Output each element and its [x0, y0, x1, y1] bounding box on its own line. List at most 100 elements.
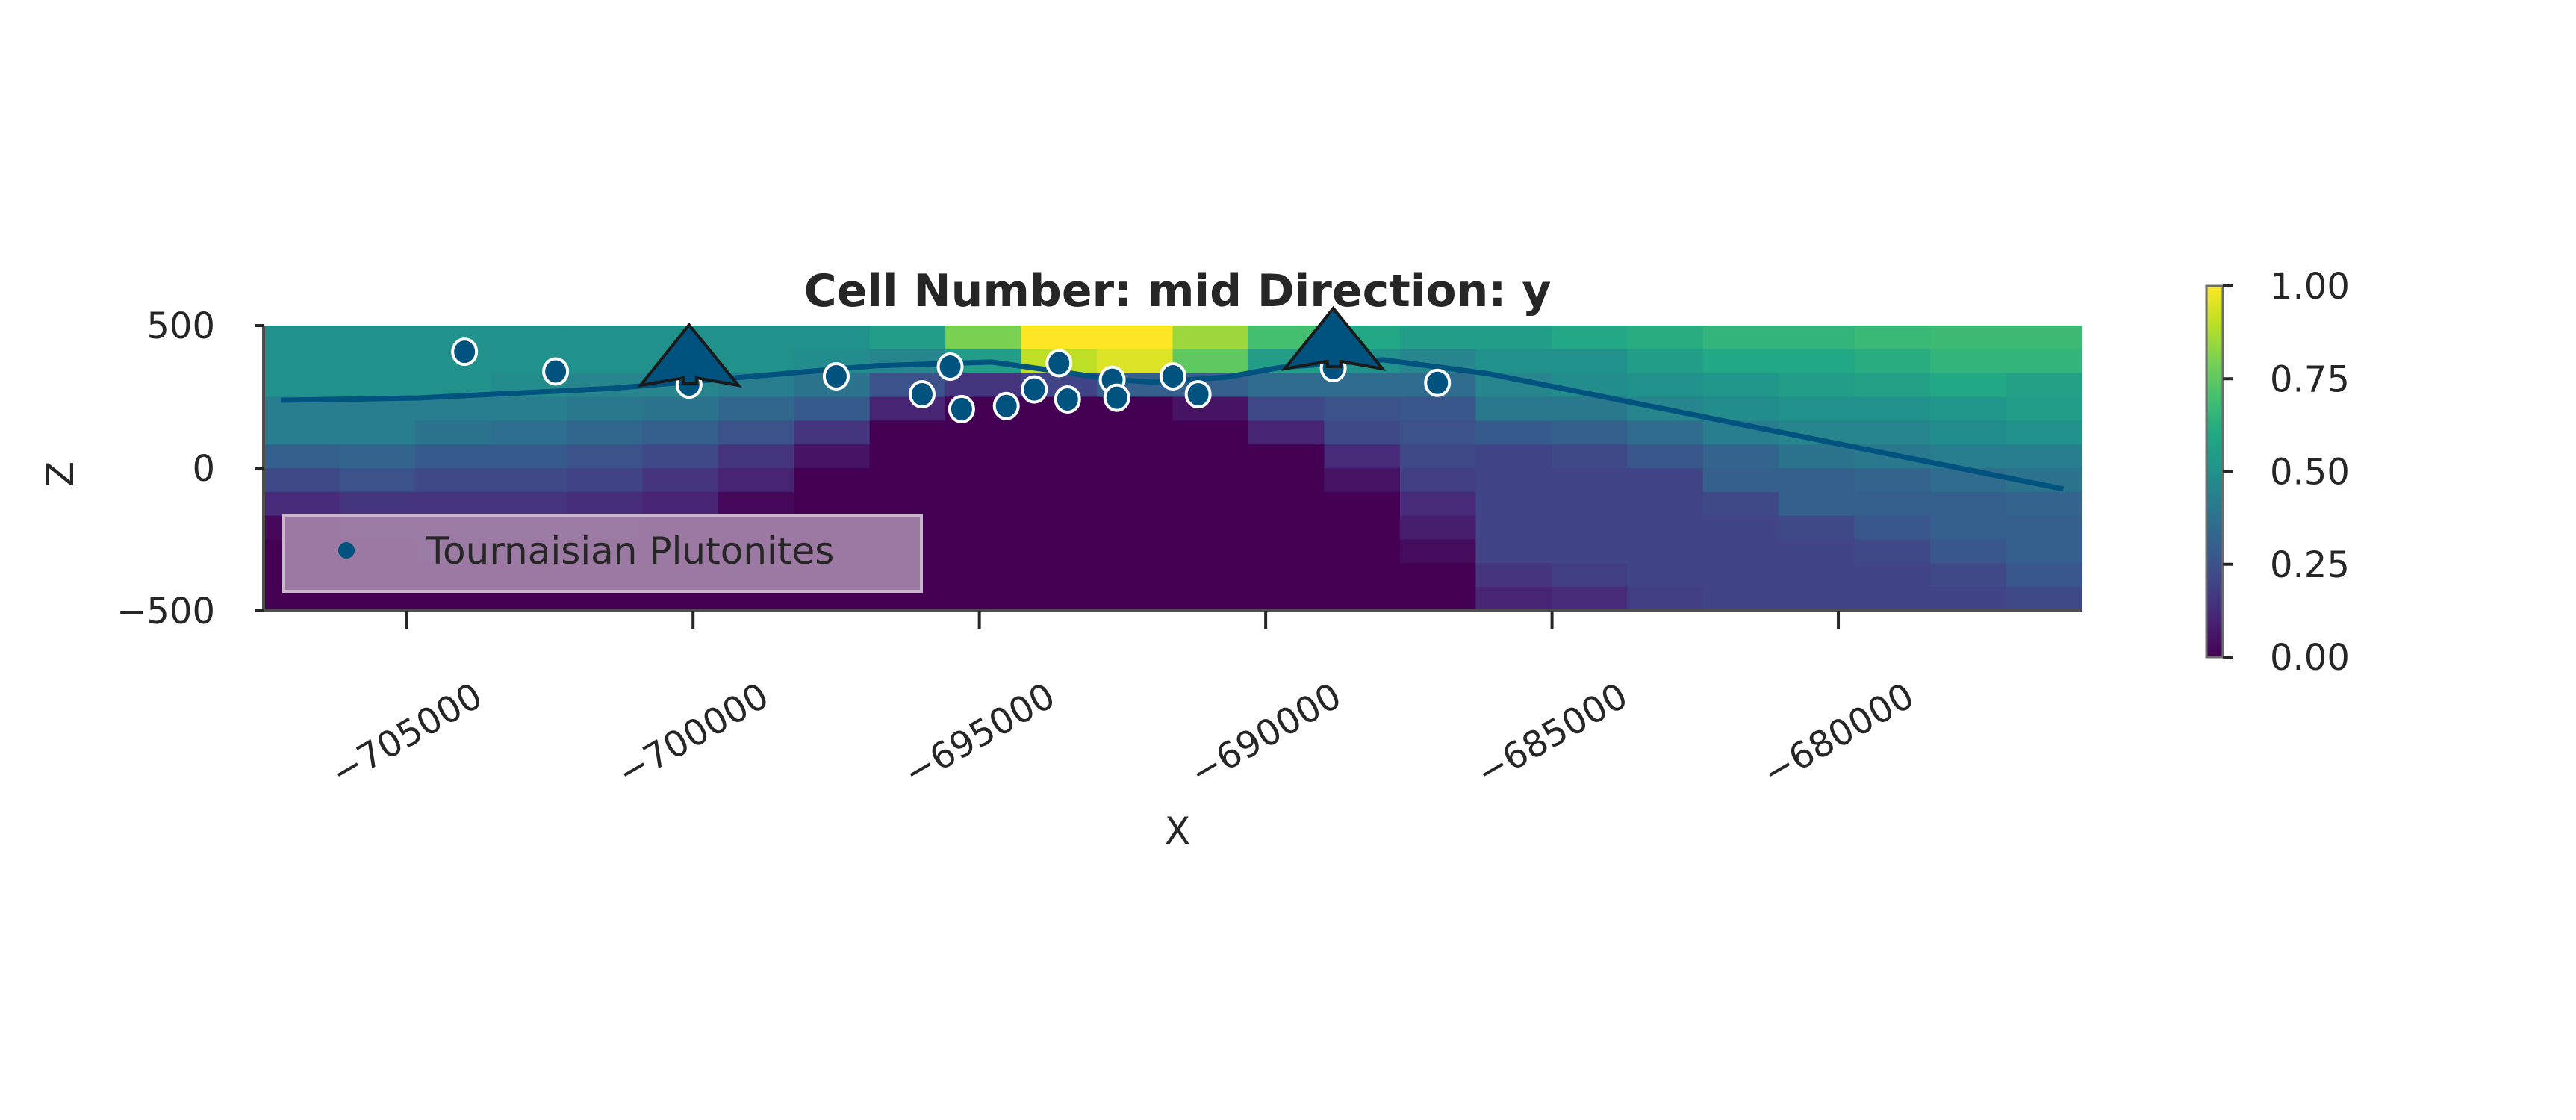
- heatmap-cell: [339, 349, 416, 374]
- heatmap-cell: [869, 444, 946, 469]
- heatmap-cell: [1097, 563, 1174, 588]
- heatmap-cell: [794, 326, 871, 350]
- heatmap-cell: [1097, 420, 1174, 445]
- heatmap-cell: [1551, 539, 1628, 564]
- orientation-arrow: [1281, 305, 1387, 371]
- heatmap-cell: [1854, 396, 1931, 421]
- orientation-arrow: [636, 322, 742, 388]
- heatmap-cell: [1627, 563, 1704, 588]
- colorbar-tick-label: 1.00: [2270, 266, 2350, 308]
- heatmap-cell: [1551, 349, 1628, 374]
- heatmap-cell: [1021, 539, 1098, 564]
- heatmap-cell: [566, 349, 643, 374]
- heatmap-cell: [1248, 396, 1325, 421]
- heatmap-cell: [1854, 326, 1931, 350]
- heatmap-cell: [1779, 444, 1855, 469]
- heatmap-cell: [1475, 587, 1552, 612]
- heatmap-cell: [869, 468, 946, 493]
- heatmap-cell: [1097, 587, 1174, 612]
- heatmap-cell: [1854, 539, 1931, 564]
- y-tick-label: −500: [116, 591, 215, 632]
- colorbar-tick-label: 0.00: [2270, 637, 2350, 679]
- heatmap-cell: [794, 491, 871, 517]
- heatmap-cell: [794, 444, 871, 469]
- heatmap-cell: [1172, 326, 1249, 350]
- heatmap-cell: [1551, 491, 1628, 517]
- heatmap-cell: [1399, 563, 1476, 588]
- heatmap-cell: [945, 420, 1022, 445]
- legend-marker: [338, 542, 355, 559]
- heatmap-cell: [1702, 326, 1779, 350]
- heatmap-cell: [1399, 420, 1476, 445]
- heatmap-cell: [1324, 515, 1401, 541]
- legend-box: [282, 514, 923, 593]
- heatmap-cell: [1702, 491, 1779, 517]
- x-tick-label: −700000: [610, 675, 776, 794]
- heatmap-cell: [1172, 515, 1249, 541]
- heatmap-cell: [869, 420, 946, 445]
- heatmap-cell: [945, 587, 1022, 612]
- heatmap-cell: [2006, 444, 2082, 469]
- heatmap-cell: [1702, 373, 1779, 398]
- heatmap-cell: [1021, 444, 1098, 469]
- heatmap-cell: [339, 373, 416, 398]
- heatmap-cell: [1627, 515, 1704, 541]
- heatmap-cell: [1021, 468, 1098, 493]
- heatmap-cell: [945, 539, 1022, 564]
- surface-point: [451, 337, 479, 367]
- heatmap-cell: [794, 468, 871, 493]
- heatmap-cell: [1779, 539, 1855, 564]
- heatmap-cell: [1475, 563, 1552, 588]
- surface-point: [542, 357, 570, 386]
- heatmap-cell: [2006, 491, 2082, 517]
- heatmap-cell: [1021, 420, 1098, 445]
- x-tick-label: −690000: [1183, 675, 1348, 794]
- heatmap-cell: [264, 444, 340, 469]
- heatmap-cell: [718, 326, 794, 350]
- colorbar: 1.00 0.75 0.50 0.25 0.00: [2205, 266, 2350, 679]
- heatmap-cell: [945, 326, 1022, 350]
- heatmap-cell: [414, 468, 491, 493]
- heatmap-cell: [2006, 396, 2082, 421]
- heatmap-cell: [1475, 515, 1552, 541]
- heatmap-cell: [1854, 515, 1931, 541]
- heatmap-cell: [718, 396, 794, 421]
- heatmap-cell: [1324, 563, 1401, 588]
- heatmap-cell: [1324, 587, 1401, 612]
- heatmap-cell: [1248, 491, 1325, 517]
- heatmap-cell: [491, 444, 567, 469]
- heatmap-cell: [1399, 539, 1476, 564]
- heatmap-cell: [2006, 373, 2082, 398]
- heatmap-cell: [1930, 491, 2007, 517]
- heatmap-cell: [2006, 515, 2082, 541]
- heatmap-cell: [1854, 468, 1931, 493]
- heatmap-cell: [1248, 539, 1325, 564]
- heatmap-cell: [794, 396, 871, 421]
- heatmap-cell: [566, 468, 643, 493]
- heatmap-cell: [1551, 444, 1628, 469]
- heatmap-cell: [1930, 539, 2007, 564]
- heatmap-cell: [264, 468, 340, 493]
- y-tick-label: 0: [192, 448, 215, 490]
- heatmap-cell: [1930, 326, 2007, 350]
- heatmap-cell: [1097, 468, 1174, 493]
- heatmap-cell: [1021, 326, 1098, 350]
- heatmap-cell: [945, 515, 1022, 541]
- heatmap-cell: [1779, 515, 1855, 541]
- heatmap-cell: [1021, 563, 1098, 588]
- heatmap-cell: [718, 349, 794, 374]
- heatmap-cell: [1627, 326, 1704, 350]
- heatmap-cell: [1172, 468, 1249, 493]
- heatmap-cell: [869, 326, 946, 350]
- heatmap-cell: [1399, 444, 1476, 469]
- heatmap-cell: [1324, 396, 1401, 421]
- y-tick-label: 500: [146, 305, 215, 347]
- heatmap-cell: [566, 420, 643, 445]
- heatmap-cell: [1930, 563, 2007, 588]
- heatmap-cell: [1702, 468, 1779, 493]
- heatmap-cell: [1324, 539, 1401, 564]
- colorbar-tick-label: 0.50: [2270, 452, 2350, 494]
- heatmap-cell: [718, 420, 794, 445]
- heatmap-cell: [1475, 396, 1552, 421]
- heatmap-cell: [1702, 444, 1779, 469]
